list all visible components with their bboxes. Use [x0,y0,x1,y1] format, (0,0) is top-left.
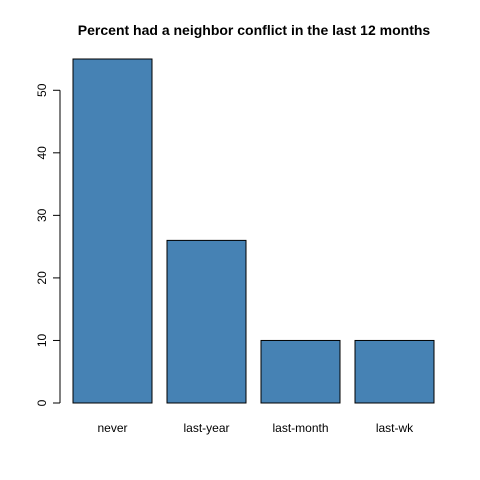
y-tick-label-50: 50 [35,83,49,97]
chart-title: Percent had a neighbor conflict in the l… [78,22,431,38]
bars [72,58,435,404]
y-axis-ticks: 0 10 20 30 40 50 [35,83,60,406]
category-label-never: never [97,421,127,435]
y-tick-label-40: 40 [35,146,49,160]
bar-last-year [166,239,247,404]
category-labels: never last-year last-month last-wk [97,421,414,435]
category-label-last-month: last-month [272,421,328,435]
bar-never [72,58,153,404]
y-tick-label-30: 30 [35,208,49,222]
y-tick-label-0: 0 [35,399,49,406]
y-tick-label-10: 10 [35,333,49,347]
category-label-last-year: last-year [183,421,229,435]
bar-last-wk [354,339,435,404]
y-tick-label-20: 20 [35,271,49,285]
category-label-last-wk: last-wk [376,421,414,435]
bar-last-month [260,339,341,404]
